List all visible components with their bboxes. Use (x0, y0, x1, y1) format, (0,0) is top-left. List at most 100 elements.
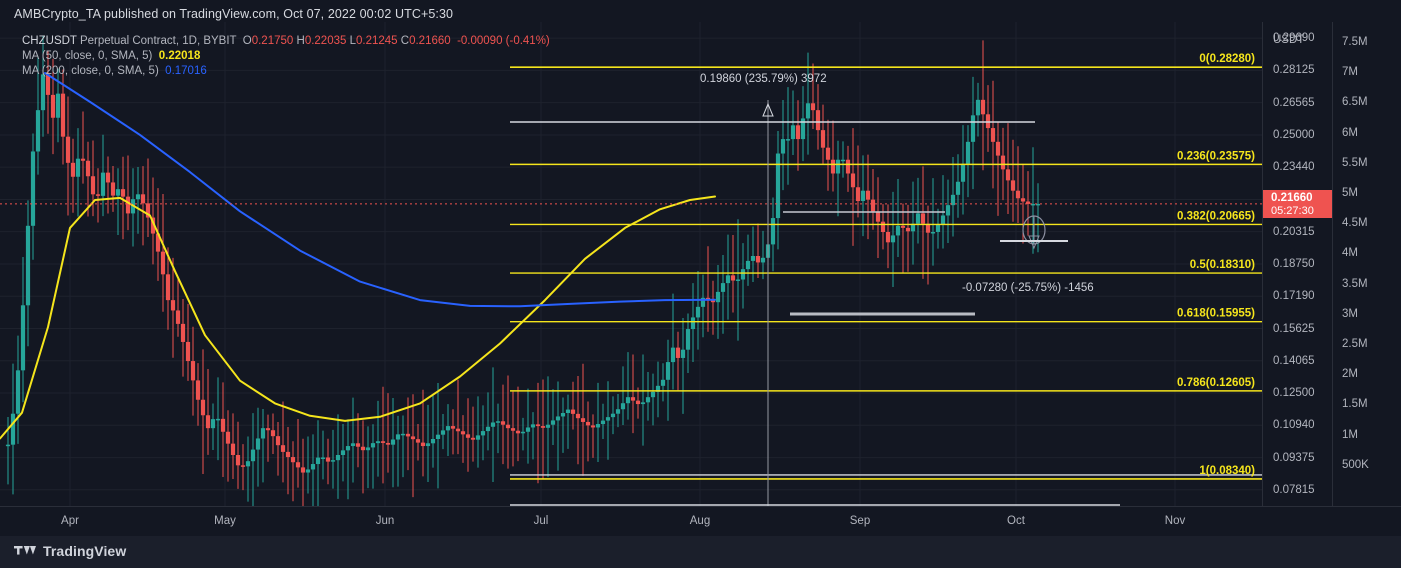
candle-body (595, 424, 601, 428)
volume-axis-tick: 6M (1342, 126, 1358, 139)
legend-contract: Perpetual Contract (79, 35, 176, 47)
candle-body (280, 445, 286, 452)
candle-body (565, 409, 571, 414)
candle-body (555, 416, 561, 421)
legend-ma200-value: 0.17016 (165, 65, 207, 77)
candle-body (285, 451, 291, 458)
candle-body (485, 426, 491, 432)
price-axis-tick: 0.18750 (1273, 258, 1315, 270)
legend-high-key: H (296, 35, 305, 47)
candle-body (710, 300, 716, 303)
legend-ma50-row[interactable]: MA (50, close, 0, SMA, 5) 0.22018 (22, 49, 550, 64)
candle-body (870, 199, 876, 212)
candle-body (495, 421, 501, 423)
candle-body (560, 413, 566, 417)
candle-body (75, 158, 81, 177)
volume-axis-tick: 1M (1342, 428, 1358, 441)
price-axis-unit: USDT (1273, 34, 1305, 46)
candle-body (290, 457, 296, 463)
candle-body (745, 260, 751, 270)
candle-body (755, 255, 761, 263)
candle-body (350, 443, 356, 447)
candle-body (850, 173, 856, 188)
candle-body (85, 160, 91, 177)
candle-body (590, 425, 596, 428)
footer-bar: TradingView (0, 536, 1401, 568)
price-axis-tick: 0.23440 (1273, 161, 1315, 174)
price-axis[interactable]: USDT 0.29690 0.28125 0.26565 0.25000 0.23440… (1262, 22, 1333, 506)
candle-body (810, 103, 816, 111)
candle-body (340, 450, 346, 455)
candle-body (15, 370, 21, 414)
candle-body (415, 439, 421, 443)
fib-level-label: 0.382(0.20665) (1177, 210, 1255, 222)
candle-body (980, 99, 986, 115)
candle-body (960, 163, 966, 182)
candle-body (655, 385, 661, 392)
candle-body (670, 347, 676, 363)
volume-axis-tick: 7.5M (1342, 36, 1368, 48)
time-axis-tick: Nov (1164, 515, 1186, 527)
volume-axis-tick: 6.5M (1342, 96, 1368, 109)
candle-body (460, 431, 466, 435)
candle-body (525, 427, 531, 432)
candle-body (1030, 203, 1036, 206)
legend-ma200-row[interactable]: MA (200, close, 0, SMA, 5) 0.17016 (22, 64, 550, 79)
legend-change: -0.00090 (-0.41%) (457, 35, 550, 47)
candle-body (1020, 198, 1026, 202)
candle-body (680, 349, 686, 358)
candle-body (50, 94, 56, 118)
attribution-text: AMBCrypto_TA published on TradingView.co… (14, 7, 454, 21)
candle-body (185, 341, 191, 362)
measure-down-annotation: -0.07280 (-25.75%) -1456 (962, 215, 1094, 294)
candle-body (105, 172, 111, 183)
volume-axis-tick: 2.5M (1342, 338, 1368, 350)
legend-low-key: L (349, 35, 356, 47)
candle-body (240, 465, 246, 467)
candle-body (910, 223, 916, 232)
candle-body (865, 190, 871, 200)
measure-up-label: 0.19860 (235.79%) 3972 (700, 73, 827, 85)
candle-body (315, 457, 321, 465)
candle-body (835, 159, 841, 174)
candle-body (370, 443, 376, 448)
candle-body (950, 194, 956, 206)
candle-body (855, 187, 861, 202)
candle-body (905, 227, 911, 232)
candle-body (890, 235, 896, 243)
candle-body (965, 141, 971, 164)
candle-body (475, 435, 481, 440)
candle-body (45, 74, 51, 95)
tradingview-mark-icon (14, 545, 36, 555)
candle-body (5, 444, 11, 447)
candle-body (225, 431, 231, 444)
legend-symbol-row[interactable]: CHZUSDT Perpetual Contract, 1D, BYBIT O0… (22, 35, 550, 47)
candle-body (740, 269, 746, 280)
candle-body (385, 442, 391, 445)
candle-body (205, 415, 211, 429)
price-axis-tick: 0.17190 (1273, 290, 1315, 303)
time-axis-tick: Oct (1007, 515, 1025, 527)
volume-axis-tick: 5M (1342, 187, 1358, 199)
candle-body (945, 205, 951, 216)
candle-body (605, 417, 611, 421)
chart-plot-area[interactable]: 0(0.28280) 0.236(0.23575) 0.382(0.20665) 0.… (0, 22, 1262, 506)
candle-body (490, 422, 496, 427)
candle-body (1015, 190, 1021, 199)
candle-body (830, 159, 836, 174)
candle-body (325, 457, 331, 462)
fib-level-label: 0.5(0.18310) (1190, 259, 1255, 271)
candle-body (55, 93, 61, 118)
fib-level-label: 0.236(0.23575) (1177, 150, 1255, 162)
ma-line-ma-200 (44, 72, 716, 308)
tradingview-wordmark: TradingView (43, 543, 127, 559)
measure-down-label: -0.07280 (-25.75%) -1456 (962, 282, 1094, 294)
candle-body (760, 257, 766, 263)
legend-ma50-label: MA (50, close, 0, SMA, 5) (22, 50, 153, 62)
candle-body (330, 460, 336, 462)
chart-canvas: 0(0.28280) 0.236(0.23575) 0.382(0.20665) 0.… (0, 22, 1262, 506)
candle-body (630, 397, 636, 401)
tradingview-logo[interactable]: TradingView (14, 543, 126, 559)
volume-axis[interactable]: 7.5M 7M 6.5M 6M 5.5M 5M 4.5M 4M 3.5M 3M 2.5M 2M 1.5M… (1332, 22, 1401, 506)
